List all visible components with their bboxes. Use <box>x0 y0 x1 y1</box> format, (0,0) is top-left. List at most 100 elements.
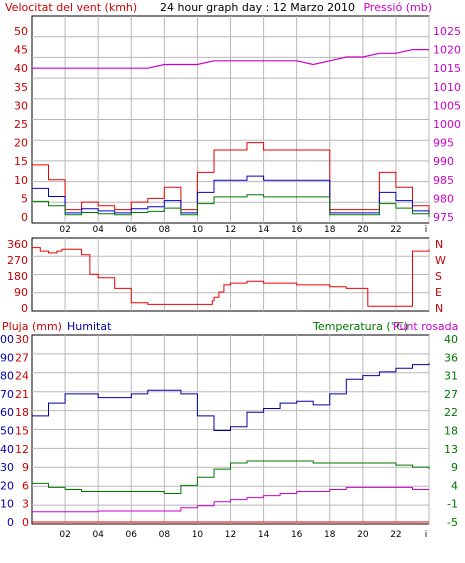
x-tick-label: 22 <box>390 530 401 540</box>
direction-axis-tick: 180 <box>7 270 28 283</box>
pressure-line <box>32 49 429 69</box>
wind-axis-tick: 15 <box>14 155 28 168</box>
temperature-axis-tick: 13 <box>444 443 458 456</box>
humidity-axis-tick: 40 <box>0 443 14 456</box>
bottom-left-axis: 0102030405060708090100036912151821242730 <box>0 333 29 529</box>
top-right-axis: 975 980 985 990 995 1000 1005 1010 1015 1020 1025 <box>433 25 461 224</box>
compass-axis-tick: N <box>435 238 443 251</box>
x-tick-label: 04 <box>92 530 104 540</box>
x-tick-label: i <box>425 530 428 540</box>
x-tick-label: 04 <box>92 225 104 235</box>
direction-axis-tick: 0 <box>21 302 28 315</box>
x-tick-label: 06 <box>126 225 138 235</box>
rain-axis-tick: 12 <box>15 443 29 456</box>
temperature-line <box>32 460 430 494</box>
middle-series-layer <box>32 247 430 307</box>
rain-axis-tick: 27 <box>15 351 29 364</box>
x-tick-label: 02 <box>59 530 70 540</box>
temperature-axis-tick: -1 <box>447 498 458 511</box>
direction-axis-tick: 360 <box>7 238 28 251</box>
wind-axis-tick: 50 <box>14 25 28 38</box>
top-right-axis-label: Pressió (mb) <box>363 1 432 14</box>
top-left-axis: 0 5 10 15 20 25 30 35 40 45 50 <box>14 25 28 224</box>
x-tick-label: 12 <box>225 225 236 235</box>
wind-axis-tick: 10 <box>14 174 28 187</box>
pressure-axis-tick: 980 <box>433 192 454 205</box>
x-tick-label: 14 <box>258 530 270 540</box>
direction-axis-tick: 90 <box>14 286 28 299</box>
pressure-axis-tick: 1015 <box>433 62 461 75</box>
x-tick-label: 22 <box>390 225 401 235</box>
humidity-axis-label: Humitat <box>67 320 112 333</box>
pressure-axis-tick: 975 <box>433 211 454 224</box>
wind-axis-tick: 40 <box>14 62 28 75</box>
humidity-axis-tick: 0 <box>7 516 14 529</box>
temperature-axis-tick: 36 <box>444 351 458 364</box>
compass-axis-tick: S <box>435 270 442 283</box>
pressure-axis-tick: 1025 <box>433 25 461 38</box>
humidity-line <box>32 362 430 431</box>
x-tick-label: 20 <box>357 225 369 235</box>
bottom-right-axis: -5 -1 4 9 13 18 22 27 31 36 40 <box>444 333 458 529</box>
temperature-axis-tick: 9 <box>451 461 458 474</box>
rain-axis-label: Pluja (mm) <box>2 320 62 333</box>
temperature-axis-tick: 4 <box>451 479 458 492</box>
pressure-axis-tick: 990 <box>433 155 454 168</box>
humidity-axis-tick: 50 <box>0 425 14 438</box>
top-x-axis: 02 04 06 08 10 12 14 16 18 20 22 i <box>59 225 427 235</box>
chart-title: 24 hour graph day : 12 Marzo 2010 <box>160 1 355 14</box>
wind-axis-tick: 30 <box>14 99 28 112</box>
humidity-axis-tick: 90 <box>0 351 14 364</box>
x-tick-label: i <box>425 225 428 235</box>
x-tick-label: 10 <box>192 225 204 235</box>
pressure-axis-tick: 985 <box>433 174 454 187</box>
top-series-layer <box>32 49 430 217</box>
temperature-axis-tick: 31 <box>444 370 458 383</box>
x-tick-label: 16 <box>291 530 303 540</box>
dewpoint-line <box>32 486 429 513</box>
humidity-axis-tick: 80 <box>0 370 14 383</box>
wind-axis-tick: 5 <box>21 192 28 205</box>
rain-axis-tick: 15 <box>15 425 29 438</box>
temperature-axis-tick: 22 <box>444 406 458 419</box>
x-tick-label: 08 <box>159 225 171 235</box>
rain-axis-tick: 0 <box>22 516 29 529</box>
bottom-panel: 0102030405060708090100036912151821242730… <box>0 320 458 540</box>
rain-axis-tick: 24 <box>15 370 29 383</box>
middle-left-axis: 0 90 180 270 360 <box>7 238 28 315</box>
temperature-axis-tick: 40 <box>444 333 458 346</box>
temperature-axis-tick: 18 <box>444 425 458 438</box>
humidity-axis-tick: 20 <box>0 479 14 492</box>
x-tick-label: 12 <box>225 530 236 540</box>
x-tick-label: 02 <box>59 225 70 235</box>
dewpoint-axis-label: Punt rosada <box>393 320 458 333</box>
temperature-axis-label: Temperatura (°C) <box>312 320 408 333</box>
rain-axis-tick: 18 <box>15 406 29 419</box>
pressure-axis-tick: 1020 <box>433 44 461 57</box>
wind-axis-tick: 25 <box>14 118 28 131</box>
humidity-axis-tick: 70 <box>0 388 14 401</box>
compass-axis-tick: N <box>435 302 443 315</box>
pressure-axis-tick: 1000 <box>433 118 461 131</box>
rain-axis-tick: 9 <box>22 461 29 474</box>
humidity-axis-tick: 10 <box>0 498 14 511</box>
pressure-axis-tick: 1005 <box>433 99 461 112</box>
x-tick-label: 20 <box>357 530 369 540</box>
bottom-series-layer <box>32 362 430 523</box>
x-tick-label: 16 <box>291 225 303 235</box>
humidity-axis-tick: 30 <box>0 461 14 474</box>
humidity-axis-tick: 60 <box>0 406 14 419</box>
bottom-x-axis: 02 04 06 08 10 12 14 16 18 20 22 i <box>59 530 427 540</box>
humidity-axis-tick: 100 <box>0 333 14 346</box>
compass-axis-tick: W <box>435 254 446 267</box>
rain-axis-tick: 30 <box>15 333 29 346</box>
wind-axis-tick: 0 <box>21 211 28 224</box>
temperature-axis-tick: 27 <box>444 388 458 401</box>
minimum-wind-line <box>32 194 430 217</box>
direction-axis-tick: 270 <box>7 254 28 267</box>
